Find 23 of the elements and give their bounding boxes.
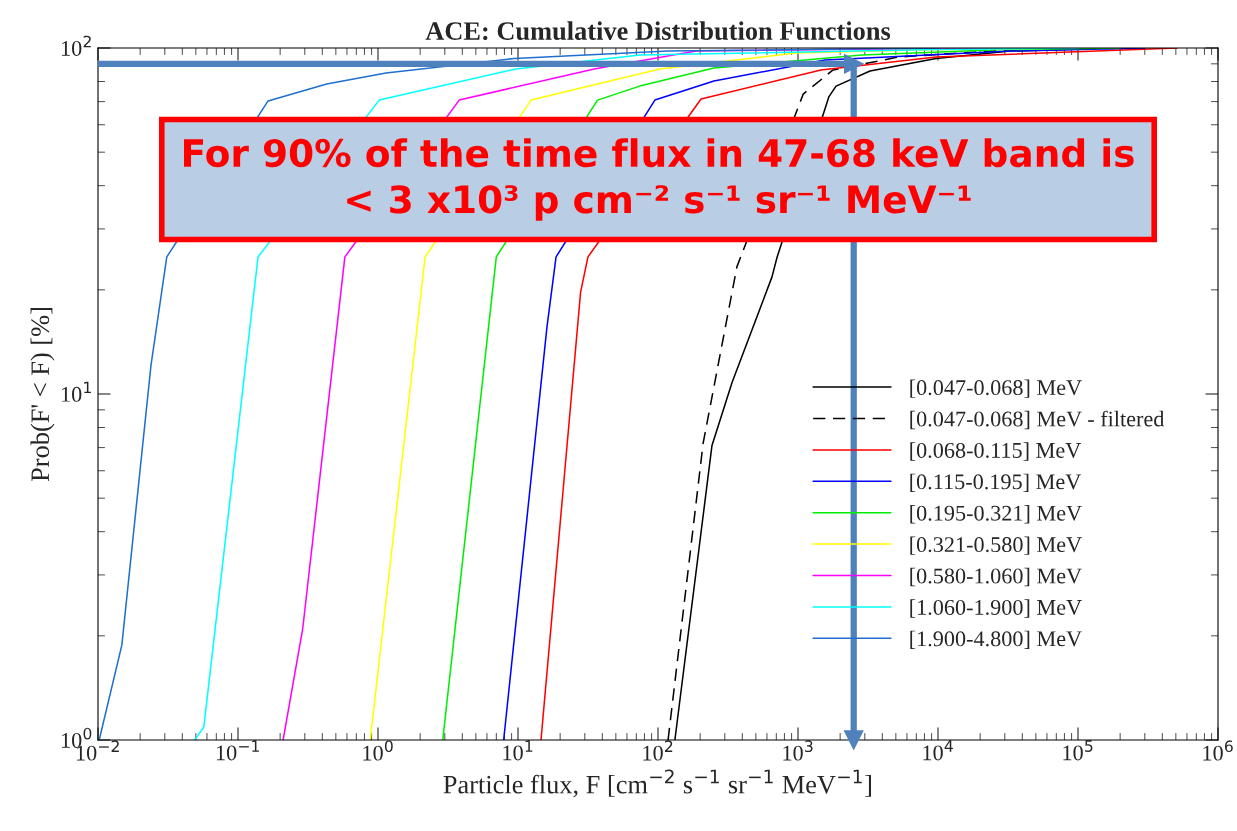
chart-title: ACE: Cumulative Distribution Functions <box>425 21 891 41</box>
x-tick-label: 10$^{1}$ <box>503 740 533 761</box>
x-tick-label: 10$^{3}$ <box>783 740 813 761</box>
x-tick-label: 10$^{5}$ <box>1063 740 1093 761</box>
y-tick-label: 10$^{1}$ <box>61 381 91 402</box>
x-tick-label: 10$^{−1}$ <box>216 740 259 761</box>
legend-label: [0.068-0.115] MeV <box>910 442 1082 461</box>
x-tick-label: 10$^{4}$ <box>923 740 953 761</box>
x-tick-label: 10$^{6}$ <box>1203 740 1233 761</box>
legend-label: [1.900-4.800] MeV <box>910 630 1082 650</box>
legend-label: [0.047-0.068] MeV - filtered <box>910 410 1165 430</box>
x-tick-label: 10$^{2}$ <box>643 740 673 761</box>
x-tick-label: 10$^{0}$ <box>363 740 393 761</box>
legend-label: [0.195-0.321] MeV <box>910 505 1082 524</box>
annotation: For 90% of the time flux in 47-68 keV band is < 3 x10³ p cm⁻² s⁻¹ sr⁻¹ MeV⁻¹ <box>183 138 1134 221</box>
legend-label: [0.580-1.060] MeV <box>910 567 1082 587</box>
legend-label: [0.321-0.580] MeV <box>910 536 1082 555</box>
text: Particle flux, F [cm$^{−2}$ s$^{−1}$ sr$^{−1}$ MeV$^{−1}$] <box>443 769 871 798</box>
y-tick-label: 10$^{2}$ <box>61 35 91 56</box>
legend-label: [0.047-0.068] MeV <box>910 379 1082 398</box>
legend-label: [0.115-0.195] MeV <box>910 473 1082 493</box>
legend-label: [1.060-1.900] MeV <box>910 599 1082 618</box>
y-axis-title: Prob(F' < F) [%] <box>30 308 55 482</box>
